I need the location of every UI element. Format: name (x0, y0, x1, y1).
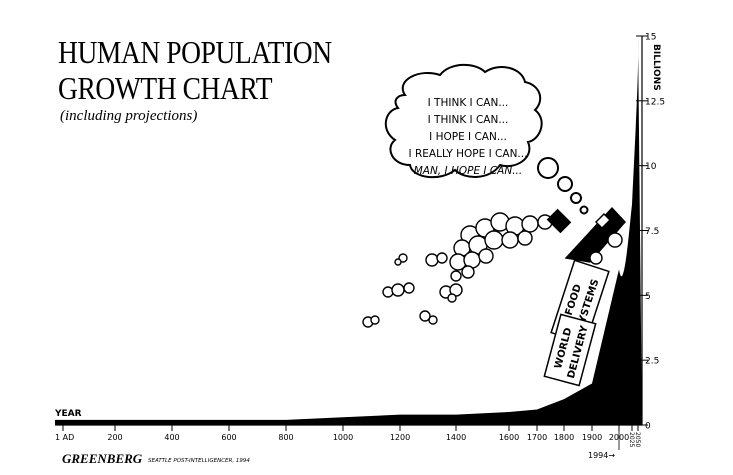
year-marker-1994: 1994→ (588, 451, 615, 460)
x-tick-label: 1800 (554, 433, 574, 442)
x-tick-label: 2050 (634, 432, 641, 447)
title-line-1: HUMAN POPULATION (58, 34, 332, 70)
smoke-cloud-main (449, 212, 553, 282)
x-tick-label: 600 (221, 433, 236, 442)
x-tick-label: 2025 (628, 432, 635, 447)
thought-line-2: I THINK I CAN... (427, 114, 509, 126)
x-tick-label: 1400 (446, 433, 466, 442)
y-tick-label: 12.5 (645, 97, 665, 107)
y-tick-label: 15 (645, 33, 656, 43)
x-tick-label: 1 AD (55, 433, 74, 442)
x-tick-label: 1600 (499, 433, 519, 442)
thought-line-4: I REALLY HOPE I CAN... (408, 148, 528, 160)
x-tick-label: 1700 (527, 433, 547, 442)
y-tick-label: 5 (645, 292, 651, 302)
credit-line: SEATTLE POST-INTELLIGENCER, 1994 (148, 458, 250, 464)
x-tick-label: 800 (278, 433, 293, 442)
x-tick-label: 1000 (333, 433, 353, 442)
y-tick-label: 0 (645, 422, 651, 432)
freight-car-world-delivery: WORLD DELIVERY (543, 313, 597, 387)
x-axis-label: YEAR (54, 409, 82, 419)
x-axis: 1 AD 200 400 600 800 1000 1200 1400 1600 1700 1800… (55, 424, 642, 447)
y-tick-label: 10 (645, 162, 657, 172)
x-tick-label: 400 (164, 433, 179, 442)
y-tick-label: 2.5 (645, 357, 659, 367)
x-tick-label: 1200 (390, 433, 410, 442)
y-axis: 15 12.5 10 7.5 5 2.5 0 (636, 33, 665, 432)
thought-line-5: MAN, I HOPE I CAN... (413, 165, 523, 177)
thought-line-3: I HOPE I CAN... (429, 131, 507, 143)
subtitle: (including projections) (60, 108, 198, 124)
artist-signature: GREENBERG (62, 451, 143, 466)
x-tick-label: 200 (107, 433, 122, 442)
thought-bubble (384, 63, 589, 215)
y-axis-label: BILLIONS (651, 44, 661, 91)
y-tick-label: 7.5 (645, 227, 659, 237)
thought-bubble-text: I THINK I CAN... I THINK I CAN... I HOPE… (398, 95, 538, 180)
smoke-puffs (362, 212, 553, 328)
x-tick-label: 1900 (582, 433, 602, 442)
thought-line-1: I THINK I CAN... (427, 97, 509, 109)
page-title: HUMAN POPULATION GROWTH CHART (58, 34, 332, 106)
title-line-2: GROWTH CHART (58, 70, 273, 106)
